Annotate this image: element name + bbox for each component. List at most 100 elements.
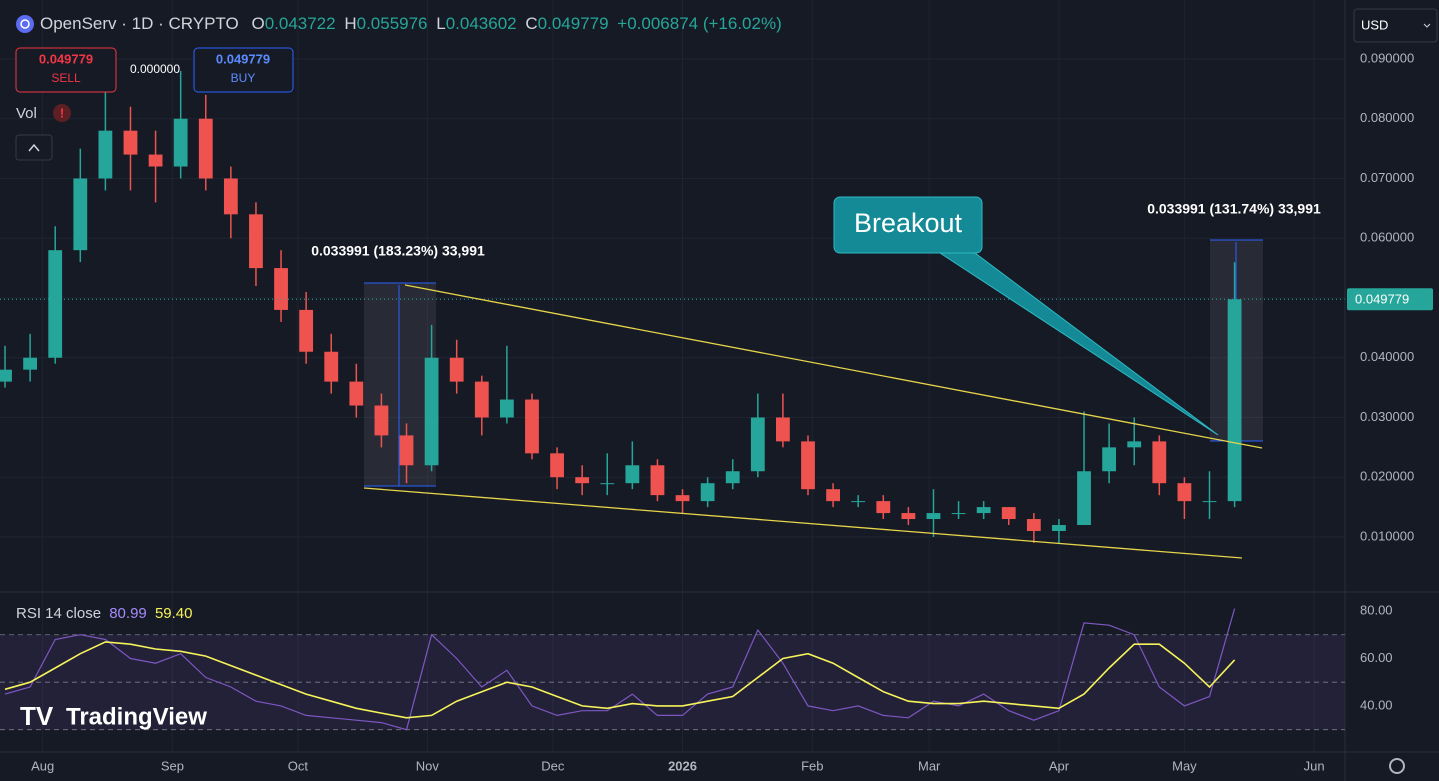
collapse-icon[interactable]	[28, 143, 40, 152]
candle-body	[23, 357, 38, 370]
collapse-button[interactable]	[15, 134, 53, 161]
ohlc-value: 0.055976	[357, 14, 428, 33]
y-tick-label: 0.060000	[1360, 230, 1414, 245]
candle-body	[976, 507, 991, 514]
currency[interactable]: USD	[1361, 17, 1388, 32]
header: OpenServ · 1D · CRYPTO O0.043722 H0.0559…	[40, 14, 782, 33]
rsi-title: RSI 14 close	[16, 605, 101, 622]
candle-body	[1102, 447, 1117, 472]
candle-body	[926, 513, 941, 520]
candle-body	[198, 118, 213, 179]
buy-box[interactable]	[193, 47, 294, 93]
brand-logo[interactable]: TV TradingView	[20, 701, 207, 731]
candle-body	[1202, 501, 1217, 503]
currency-button[interactable]	[1353, 8, 1438, 43]
x-tick-label: Apr	[1049, 758, 1070, 773]
spread: 0.000000	[130, 62, 180, 76]
candle-body	[725, 471, 740, 484]
buy-price[interactable]: 0.049779	[216, 51, 270, 66]
x-tick-label: Nov	[416, 758, 440, 773]
candle-body	[826, 489, 840, 502]
ohlc-value: 0.043722	[265, 14, 336, 33]
x-tick-label: 2026	[668, 758, 697, 773]
candle-body	[48, 250, 63, 358]
y-tick-label: 0.010000	[1360, 528, 1414, 543]
warning-icon[interactable]: !	[60, 105, 64, 120]
candle-body	[1127, 441, 1142, 448]
candle-body	[424, 357, 439, 466]
rsi-tick-label: 60.00	[1360, 650, 1393, 665]
dropdown-icon[interactable]	[1423, 23, 1431, 28]
buy-button[interactable]: 0.049779 BUY	[193, 47, 294, 93]
y-tick-label: 0.090000	[1360, 50, 1414, 65]
candle-body	[650, 465, 665, 496]
buy-label[interactable]: BUY	[231, 71, 256, 85]
candle-body	[173, 118, 188, 167]
brand-mark[interactable]: TV	[20, 701, 54, 731]
candle-body	[73, 178, 88, 251]
ohlc-label: L	[436, 14, 445, 33]
x-tick-label: Sep	[161, 758, 184, 773]
sell-label[interactable]: SELL	[51, 71, 81, 85]
sell-box[interactable]	[15, 47, 117, 93]
candle-body	[274, 268, 288, 310]
symbol-title: OpenServ · 1D · CRYPTO	[40, 14, 239, 33]
symbol-logo	[20, 19, 30, 29]
last-price-tag	[1347, 288, 1433, 311]
rsi-ma-value: 59.40	[155, 605, 193, 622]
candle-body	[1077, 471, 1091, 526]
candle-body	[324, 351, 339, 382]
candle-body	[851, 501, 866, 503]
rsi-tick-label: 40.00	[1360, 697, 1393, 712]
sell-price[interactable]: 0.049779	[39, 51, 93, 66]
candle-body	[625, 465, 640, 484]
warning-icon[interactable]	[53, 104, 71, 122]
candle-body	[349, 381, 364, 406]
rsi-tick-label: 80.00	[1360, 602, 1393, 617]
measure-label: 0.033991 (131.74%) 33,991	[1147, 201, 1321, 217]
candle-body	[0, 369, 12, 382]
volume-label: Vol	[16, 105, 37, 122]
rsi-value: 80.99	[109, 605, 147, 622]
x-tick-label: Dec	[541, 758, 565, 773]
x-tick-label: May	[1172, 758, 1197, 773]
rsi-line	[4, 608, 1236, 731]
last-price-label: 0.049779	[1355, 292, 1409, 307]
callout-text: Breakout	[854, 208, 963, 238]
candle-body	[1177, 483, 1192, 502]
candle-body	[148, 154, 163, 167]
candle-body	[299, 309, 314, 352]
candle-body	[700, 483, 715, 502]
trend-line	[404, 284, 1263, 449]
candle-body	[449, 357, 464, 382]
candle-body	[223, 178, 238, 215]
candle-body	[249, 214, 263, 269]
brand[interactable]: TradingView	[66, 703, 207, 730]
candle-body	[499, 399, 514, 418]
rsi-line	[4, 641, 1236, 719]
x-tick-label: Jun	[1304, 758, 1325, 773]
callout-box	[833, 196, 983, 254]
y-tick-label: 0.030000	[1360, 409, 1414, 424]
candle-body	[801, 441, 815, 490]
settings-icon[interactable]	[1389, 758, 1405, 774]
rsi-pane	[0, 608, 1345, 731]
candle-body	[474, 381, 489, 418]
x-tick-label: Mar	[918, 758, 941, 773]
candle-body	[1227, 299, 1242, 502]
y-tick-label: 0.070000	[1360, 170, 1414, 185]
y-tick-label: 0.020000	[1360, 469, 1414, 484]
ohlc-label: H	[344, 14, 356, 33]
candle-body	[374, 405, 389, 436]
candle-body	[1026, 519, 1041, 531]
candle-body	[750, 417, 765, 472]
candle-body	[776, 417, 790, 442]
sell-button[interactable]: 0.049779 SELL	[15, 47, 117, 93]
candle-body	[901, 513, 916, 520]
candles	[0, 70, 1345, 543]
candle-body	[675, 495, 690, 502]
y-tick-label: 0.080000	[1360, 110, 1414, 125]
